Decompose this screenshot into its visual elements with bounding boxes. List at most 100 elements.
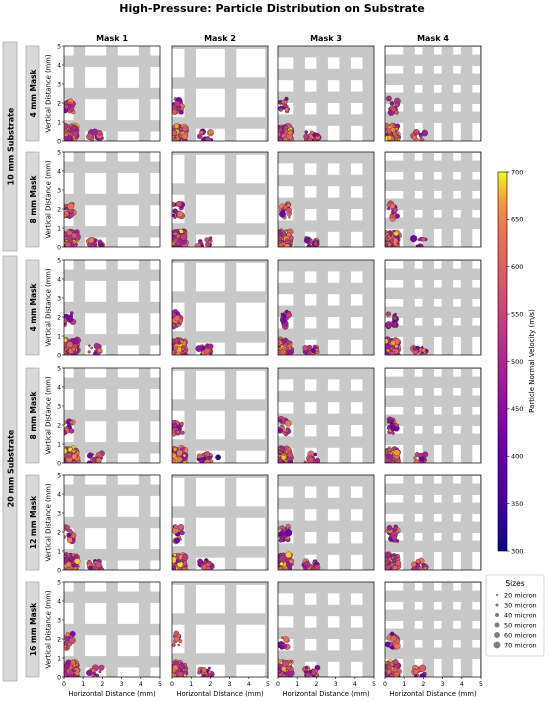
particle-point [176, 671, 184, 677]
particle-point [386, 524, 393, 531]
particle-point [303, 237, 311, 244]
particle-point [284, 96, 289, 101]
mask-bar-horizontal [64, 656, 160, 668]
particle-point [72, 667, 80, 675]
particle-point [385, 449, 388, 453]
panel-content [64, 260, 160, 355]
size-legend-marker [495, 603, 499, 607]
particle-point [64, 353, 68, 355]
x-tick-label: 3 [120, 681, 124, 688]
mask-bar-vertical [480, 475, 481, 570]
mask-bar-horizontal [64, 516, 160, 529]
particle-point [278, 447, 282, 451]
y-tick-label: 3 [57, 403, 61, 410]
panel-content [385, 475, 481, 570]
particle-point [177, 238, 183, 245]
particle-point [172, 244, 176, 247]
particle-point [284, 125, 289, 130]
particle-point [209, 352, 213, 355]
particle-point [177, 524, 185, 531]
mask-bar-horizontal [385, 368, 481, 369]
colorbar-tick-label: 600 [511, 263, 523, 271]
x-tick-label: 1 [402, 681, 406, 688]
particle-point [197, 133, 203, 140]
mask-bar-horizontal [385, 287, 481, 299]
column-header-2: Mask 2 [204, 34, 236, 43]
particle-point [278, 669, 281, 673]
particle-point [395, 130, 399, 134]
particle-point [97, 242, 101, 246]
particle-point [98, 664, 105, 671]
particle-point [388, 110, 393, 115]
y-tick-label: 4 [57, 168, 61, 175]
mask-bar-horizontal [385, 414, 481, 426]
particle-point [177, 643, 180, 647]
x-tick-label: 4 [139, 681, 143, 688]
particle-point [177, 108, 181, 112]
particle-point [389, 213, 394, 218]
x-axis-label: Horizontal Distance (mm) [282, 690, 370, 698]
panel-content [64, 152, 160, 247]
particle-point [285, 241, 288, 244]
particle-point [86, 133, 94, 140]
mask-bar-vertical [184, 475, 196, 570]
mask-bar-horizontal [278, 46, 374, 58]
mask-bar-horizontal [278, 114, 374, 126]
particle-point [172, 553, 177, 557]
particle-point [72, 663, 77, 667]
mask-row-box [25, 151, 40, 248]
particle-point [74, 558, 81, 565]
mask-bar-horizontal [385, 17, 481, 28]
size-legend-label: 30 micron [504, 602, 537, 610]
particle-point [67, 641, 72, 647]
particle-point [315, 133, 320, 137]
particle-point [179, 421, 184, 426]
particle-point [73, 669, 76, 673]
particle-point [314, 457, 320, 463]
panel-frame [171, 474, 269, 571]
mask-bar-horizontal [172, 152, 268, 155]
x-tick-label: 2 [100, 681, 104, 688]
particle-point [176, 430, 180, 435]
colorbar-ticks: 300 350 400 450 500 550 600 650 700 [507, 168, 523, 555]
particle-point [418, 664, 426, 672]
y-tick-label: 2 [57, 206, 61, 213]
particle-point [385, 559, 389, 563]
y-tick-label: 3 [57, 295, 61, 302]
particle-point [177, 341, 181, 345]
panel-content [278, 260, 374, 355]
particle-point [64, 525, 70, 530]
panel-content [385, 582, 481, 677]
size-legend-marker [494, 622, 500, 628]
x-tick-label: 3 [334, 681, 338, 688]
mask-row-label: 16 mm Mask [29, 602, 38, 656]
particle-point [385, 551, 391, 559]
particle-point [304, 130, 309, 134]
particle-point [423, 566, 428, 570]
particle-point [201, 452, 206, 457]
mask-bar-horizontal [278, 305, 374, 317]
particle-point [64, 671, 69, 677]
mask-bar-horizontal [64, 442, 160, 454]
particle-point [288, 559, 294, 564]
particle-point [174, 100, 181, 108]
x-tick-label: 3 [228, 681, 232, 688]
mask-bar-horizontal [385, 198, 481, 210]
particle-point [172, 556, 177, 564]
particle-point [66, 341, 74, 348]
mask-row-label: 8 mm Mask [29, 390, 38, 439]
y-tick-label: 0 [57, 352, 61, 359]
y-tick-label: 5 [57, 43, 61, 50]
mask-row-box [25, 259, 40, 356]
mask-bar-horizontal [385, 111, 481, 123]
size-legend-marker [493, 641, 501, 649]
particle-point [172, 432, 176, 437]
particle-point [395, 560, 402, 567]
particle-point [387, 325, 390, 328]
mask-bar-horizontal [385, 92, 481, 104]
particle-point [279, 210, 286, 218]
x-tick-label: 0 [170, 681, 174, 688]
particle-point [419, 134, 423, 139]
particle-point [72, 130, 79, 137]
particle-point [69, 630, 76, 637]
